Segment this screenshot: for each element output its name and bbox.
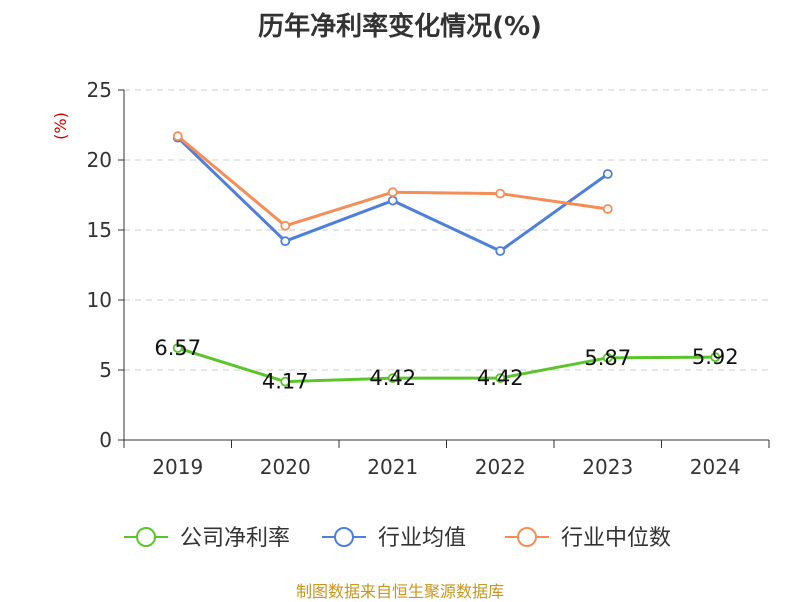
legend-label: 行业均值 [378, 526, 466, 551]
data-label: 5.92 [692, 345, 739, 369]
legend-marker-icon [334, 527, 354, 547]
x-tick-label: 2020 [260, 455, 311, 479]
data-label: 5.87 [584, 346, 631, 370]
data-point [172, 131, 183, 142]
y-tick-label: 25 [87, 78, 112, 102]
x-tick-label: 2019 [152, 455, 203, 479]
legend-label: 行业中位数 [561, 526, 671, 551]
data-point [602, 204, 613, 214]
x-tick-label: 2021 [367, 455, 418, 479]
data-point [710, 352, 721, 363]
data-point [387, 195, 398, 206]
legend-label: 公司净利率 [180, 526, 290, 551]
x-tick-label: 2023 [582, 455, 633, 479]
data-point [495, 188, 506, 199]
x-tick-label: 2022 [475, 455, 526, 479]
legend[interactable]: 公司净利率 行业均值 行业中位数 [124, 526, 671, 551]
axes [118, 89, 770, 448]
data-point [280, 220, 291, 231]
y-tick-label: 10 [87, 288, 112, 312]
series-lines [172, 131, 721, 387]
legend-item[interactable]: 行业中位数 [505, 526, 671, 551]
x-tick-label: 2024 [690, 455, 741, 479]
chart-title: 历年净利率变化情况(%) [258, 12, 542, 42]
source-note: 制图数据来自恒生聚源数据库 [295, 582, 504, 601]
y-tick-label: 20 [87, 148, 112, 172]
legend-item[interactable]: 公司净利率 [124, 526, 290, 551]
series-line [177, 346, 716, 384]
data-point [495, 246, 506, 256]
y-tick-label: 5 [99, 358, 112, 382]
legend-marker-icon [517, 527, 537, 547]
data-labels: 6.57 4.17 4.42 4.42 5.87 5.92 [154, 336, 738, 394]
data-point [280, 376, 291, 387]
data-label: 4.17 [262, 370, 309, 394]
grid-lines [124, 89, 769, 371]
data-label: 4.42 [477, 366, 524, 390]
y-axis-label: (%) [51, 112, 70, 140]
y-tick-label: 0 [99, 428, 112, 452]
data-label: 6.57 [154, 336, 201, 360]
tick-labels: 0 5 10 15 20 25 2019 2020 2021 2022 2023 2024 [87, 78, 741, 479]
data-label: 4.42 [369, 366, 416, 390]
series-line [176, 135, 608, 228]
data-point [280, 236, 291, 247]
data-point [172, 343, 183, 353]
legend-marker-icon [136, 527, 156, 547]
data-point [602, 169, 613, 179]
data-point [387, 373, 398, 384]
y-tick-label: 15 [87, 218, 112, 242]
data-point [387, 187, 398, 198]
data-point [602, 352, 613, 363]
legend-item[interactable]: 行业均值 [322, 526, 466, 551]
data-point [495, 373, 506, 384]
